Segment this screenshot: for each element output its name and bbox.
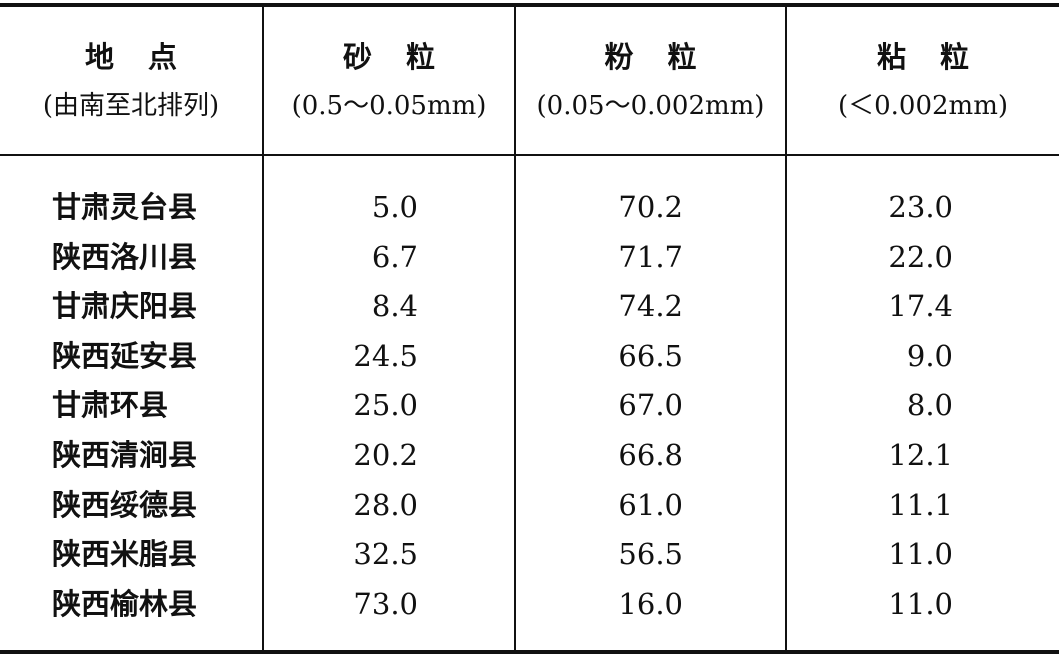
value-cell: 66.5	[618, 338, 683, 373]
bottom-rule	[0, 650, 1059, 654]
top-rule	[0, 3, 1059, 7]
value-cell: 28.0	[353, 487, 418, 522]
value-cell: 25.0	[353, 388, 418, 423]
value-cell: 20.2	[353, 438, 418, 472]
value-cell: 8.4	[371, 289, 418, 324]
value-cell: 11.0	[888, 537, 953, 572]
value-cell: 23.0	[888, 190, 953, 224]
value-cell: 61.0	[618, 487, 683, 522]
value-cell: 32.5	[353, 537, 418, 572]
location: 甘肃环县	[52, 388, 169, 423]
header-label: 粘粒	[876, 40, 1003, 74]
header-unit: (由南至北排列)	[42, 91, 220, 121]
column-divider	[785, 7, 787, 650]
value-cell: 17.4	[888, 289, 953, 324]
location: 陕西米脂县	[52, 537, 198, 572]
location: 陕西清涧县	[52, 438, 198, 472]
header-unit: (0.5～0.05mm)	[291, 91, 487, 121]
value-cell: 12.1	[888, 438, 953, 472]
value-cell: 22.0	[888, 239, 953, 274]
location: 陕西延安县	[52, 338, 198, 373]
column-divider	[514, 7, 516, 650]
header-unit: (＜0.002mm)	[837, 91, 1009, 121]
value-cell: 73.0	[353, 586, 418, 621]
value-cell: 24.5	[353, 338, 418, 373]
header-label: 砂粒	[342, 40, 469, 74]
header-label: 粉粒	[604, 40, 731, 74]
value-cell: 74.2	[618, 289, 683, 324]
value-cell: 11.1	[888, 487, 953, 522]
value-cell: 8.0	[906, 388, 953, 423]
value-cell: 9.0	[906, 338, 953, 373]
column-divider	[262, 7, 264, 650]
value-cell: 11.0	[888, 586, 953, 621]
value-cell: 56.5	[618, 537, 683, 572]
value-cell: 66.8	[618, 438, 683, 472]
value-cell: 6.7	[371, 239, 418, 274]
value-cell: 16.0	[618, 586, 683, 621]
header-label: 地点	[84, 40, 211, 74]
value-cell: 5.0	[371, 190, 418, 224]
location: 陕西绥德县	[52, 487, 198, 522]
location: 陕西榆林县	[52, 586, 198, 621]
value-cell: 70.2	[618, 190, 683, 224]
value-cell: 71.7	[618, 239, 683, 274]
value-cell: 67.0	[618, 388, 683, 423]
location: 甘肃庆阳县	[52, 289, 198, 324]
header-unit: (0.05～0.002mm)	[536, 91, 765, 121]
location: 陕西洛川县	[52, 239, 198, 274]
header-rule	[0, 154, 1059, 156]
location: 甘肃灵台县	[52, 190, 198, 224]
